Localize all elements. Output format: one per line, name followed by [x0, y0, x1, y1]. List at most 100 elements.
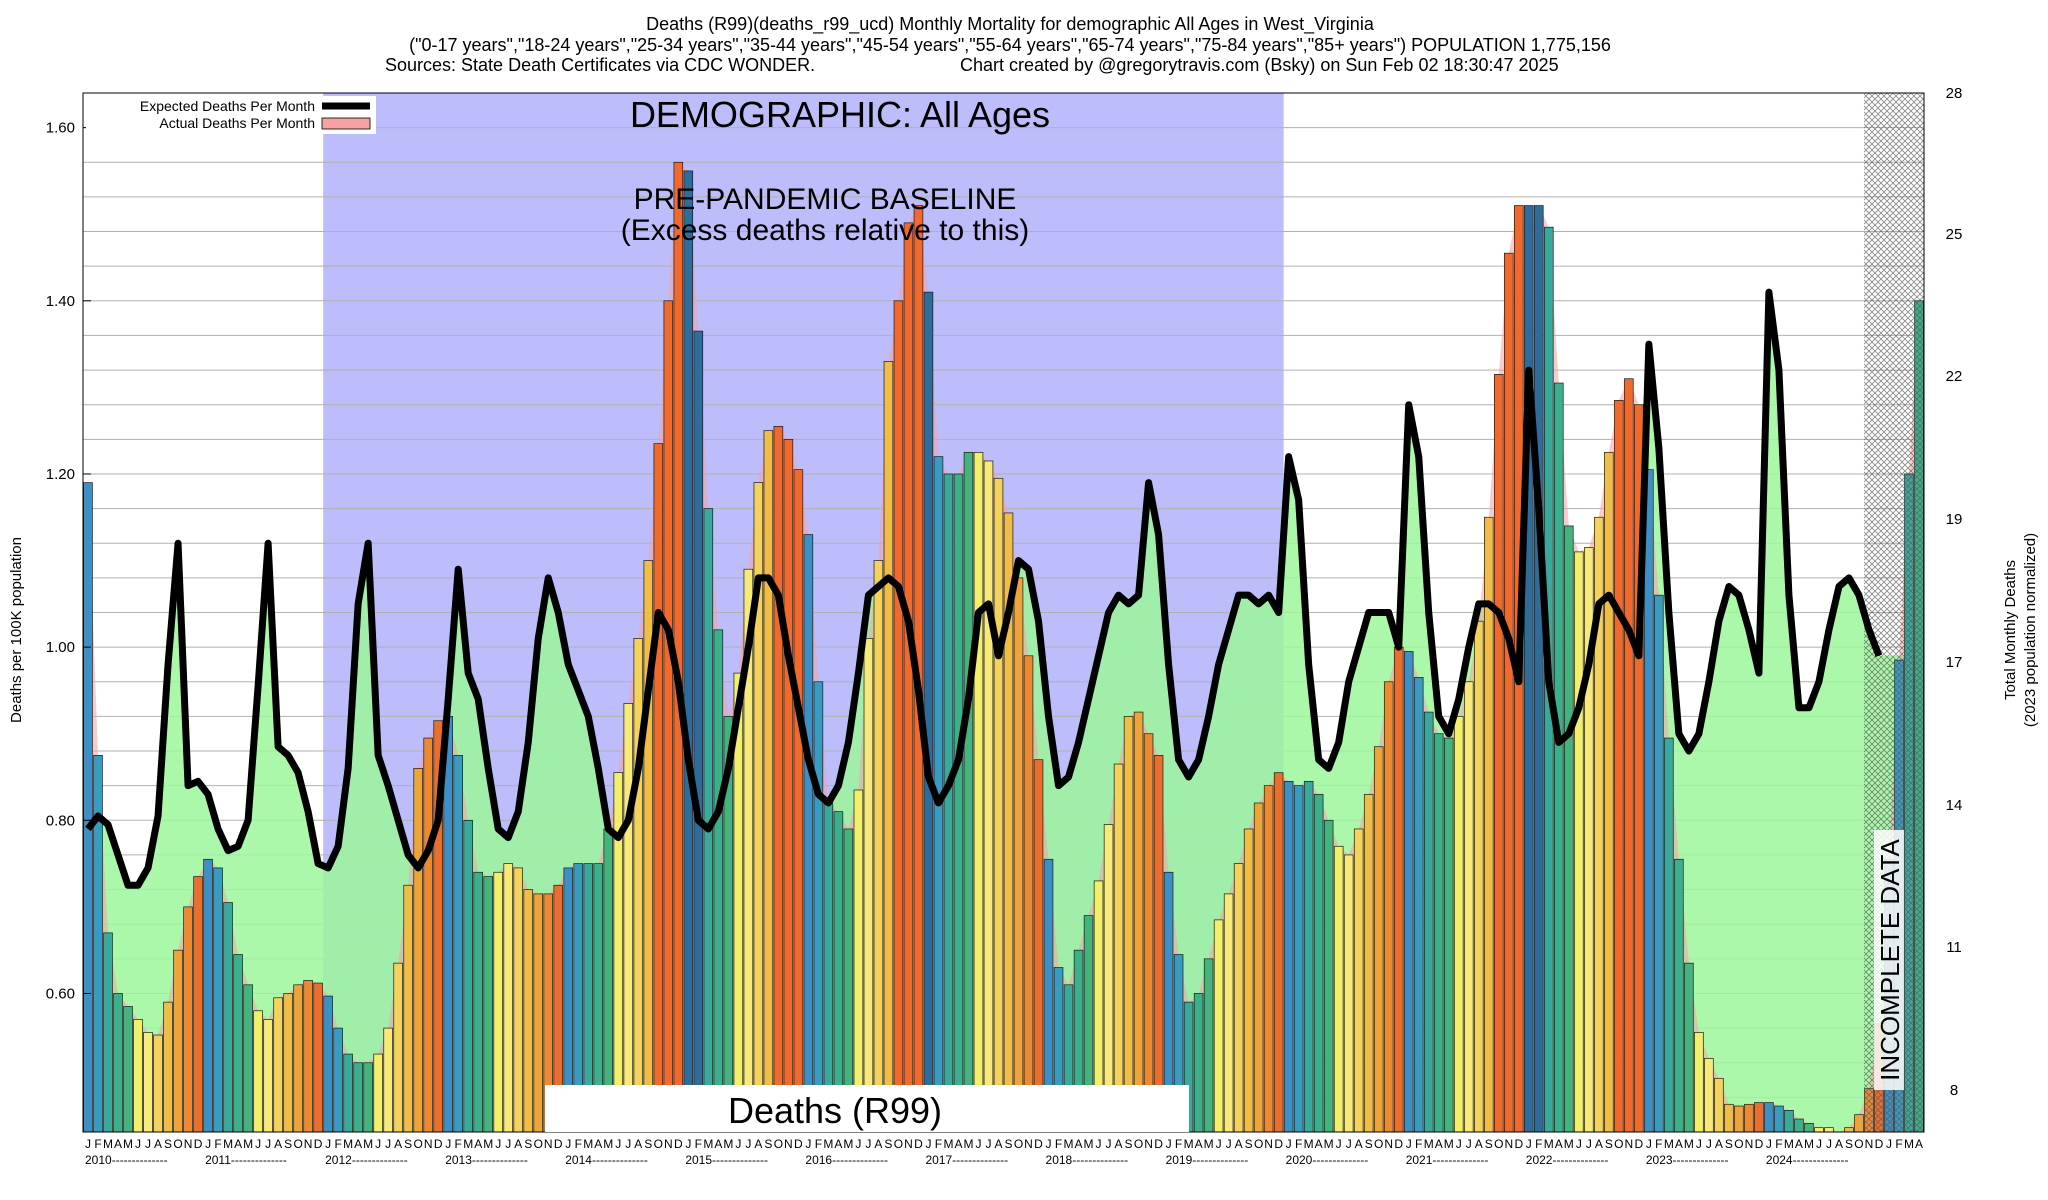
bar-actual-deaths: [1113, 763, 1124, 1133]
bar-actual-deaths: [1694, 1032, 1704, 1133]
x-tick-month: D: [1034, 1137, 1043, 1151]
x-tick-month: M: [1204, 1137, 1214, 1151]
y2-tick-label: 14: [1946, 797, 1963, 814]
x-tick-month: D: [674, 1137, 683, 1151]
x-tick-month: J: [985, 1137, 991, 1151]
bar-actual-deaths: [1794, 1118, 1804, 1133]
bar-actual-deaths: [1714, 1077, 1724, 1133]
bar-actual-deaths: [803, 534, 814, 1133]
bar-actual-deaths: [213, 867, 223, 1133]
x-tick-month: M: [1444, 1137, 1454, 1151]
x-tick-month: J: [1216, 1137, 1222, 1151]
x-tick-year: 2022--------------: [1526, 1153, 1609, 1167]
bar-actual-deaths: [1133, 711, 1144, 1133]
bar-actual-deaths: [313, 982, 323, 1133]
bar-actual-deaths: [1674, 858, 1684, 1133]
bar-actual-deaths: [1153, 755, 1164, 1133]
bar-actual-deaths: [993, 477, 1004, 1133]
x-tick-month: N: [904, 1137, 913, 1151]
bar-actual-deaths: [263, 1019, 273, 1133]
x-tick-month: D: [194, 1137, 203, 1151]
bar-actual-deaths: [1143, 733, 1154, 1133]
x-tick-year: 2013--------------: [445, 1153, 528, 1167]
x-tick-month: N: [1504, 1137, 1513, 1151]
bar-actual-deaths: [1283, 780, 1294, 1133]
x-tick-month: D: [1635, 1137, 1644, 1151]
bar-actual-deaths: [323, 995, 333, 1133]
bar-actual-deaths: [1373, 746, 1384, 1133]
x-tick-month: A: [754, 1137, 762, 1151]
x-tick-month: O: [1014, 1137, 1023, 1151]
x-tick-month: F: [455, 1137, 462, 1151]
bar-actual-deaths: [1814, 1127, 1824, 1133]
bar-actual-deaths: [1033, 759, 1044, 1133]
x-tick-year: 2018--------------: [1046, 1153, 1129, 1167]
x-tick-month: M: [1324, 1137, 1334, 1151]
annotation-incomplete: INCOMPLETE DATA: [1875, 838, 1905, 1080]
bar-actual-deaths: [413, 767, 423, 1133]
x-tick-month: A: [1435, 1137, 1443, 1151]
x-tick-month: S: [284, 1137, 292, 1151]
x-tick-month: J: [495, 1137, 501, 1151]
x-tick-month: O: [1614, 1137, 1623, 1151]
bar-actual-deaths: [953, 473, 964, 1133]
bar-actual-deaths: [153, 1034, 163, 1133]
x-tick-month: O: [1734, 1137, 1743, 1151]
x-tick-month: A: [394, 1137, 402, 1151]
bar-actual-deaths: [903, 222, 914, 1133]
x-tick-month: S: [1845, 1137, 1853, 1151]
bar-actual-deaths: [1213, 919, 1224, 1133]
x-tick-month: M: [1784, 1137, 1794, 1151]
x-tick-month: J: [745, 1137, 751, 1151]
bar-actual-deaths: [243, 984, 253, 1133]
x-tick-month: S: [1485, 1137, 1493, 1151]
x-tick-year: 2012--------------: [325, 1153, 408, 1167]
bar-actual-deaths: [123, 1006, 133, 1133]
x-tick-month: A: [114, 1137, 122, 1151]
bar-actual-deaths: [293, 984, 303, 1133]
bar-actual-deaths: [193, 876, 203, 1133]
x-tick-month: O: [654, 1137, 663, 1151]
x-tick-month: F: [1895, 1137, 1902, 1151]
x-tick-month: M: [363, 1137, 373, 1151]
x-tick-month: F: [1295, 1137, 1302, 1151]
bar-actual-deaths: [353, 1062, 363, 1133]
x-tick-month: D: [1394, 1137, 1403, 1151]
x-tick-month: A: [154, 1137, 162, 1151]
bottom-label-box: [545, 1085, 1189, 1132]
bar-actual-deaths: [983, 460, 994, 1133]
bar-actual-deaths: [1854, 1114, 1864, 1133]
x-tick-month: A: [1195, 1137, 1203, 1151]
x-tick-month: S: [1004, 1137, 1012, 1151]
x-tick-month: D: [914, 1137, 923, 1151]
y-axis-label: Deaths per 100K population: [8, 537, 25, 723]
bar-actual-deaths: [1233, 863, 1244, 1133]
bar-actual-deaths: [1644, 469, 1654, 1133]
bar-actual-deaths: [1754, 1102, 1764, 1133]
chart-subtitle: ("0-17 years","18-24 years","25-34 years…: [409, 35, 1611, 55]
x-tick-month: J: [805, 1137, 811, 1151]
bar-actual-deaths: [463, 819, 473, 1133]
x-tick-month: J: [1456, 1137, 1462, 1151]
x-tick-month: J: [85, 1137, 91, 1151]
y2-axis-label-sub: (2023 population normalized): [2022, 533, 2039, 727]
x-tick-month: F: [575, 1137, 582, 1151]
x-tick-month: A: [514, 1137, 522, 1151]
bar-actual-deaths: [133, 1019, 143, 1133]
x-tick-month: J: [1286, 1137, 1292, 1151]
x-tick-month: O: [1374, 1137, 1383, 1151]
bar-actual-deaths: [893, 300, 904, 1133]
x-tick-year: 2016--------------: [805, 1153, 888, 1167]
y2-tick-label: 8: [1950, 1082, 1958, 1099]
bar-actual-deaths: [363, 1062, 373, 1133]
x-tick-month: O: [1134, 1137, 1143, 1151]
bar-actual-deaths: [823, 802, 834, 1133]
bar-actual-deaths: [1013, 577, 1024, 1133]
bar-actual-deaths: [943, 473, 954, 1133]
bar-actual-deaths: [143, 1032, 153, 1133]
x-tick-month: S: [1605, 1137, 1613, 1151]
bar-actual-deaths: [873, 560, 884, 1133]
x-tick-month: J: [565, 1137, 571, 1151]
x-tick-month: A: [1075, 1137, 1083, 1151]
bar-actual-deaths: [633, 638, 644, 1133]
